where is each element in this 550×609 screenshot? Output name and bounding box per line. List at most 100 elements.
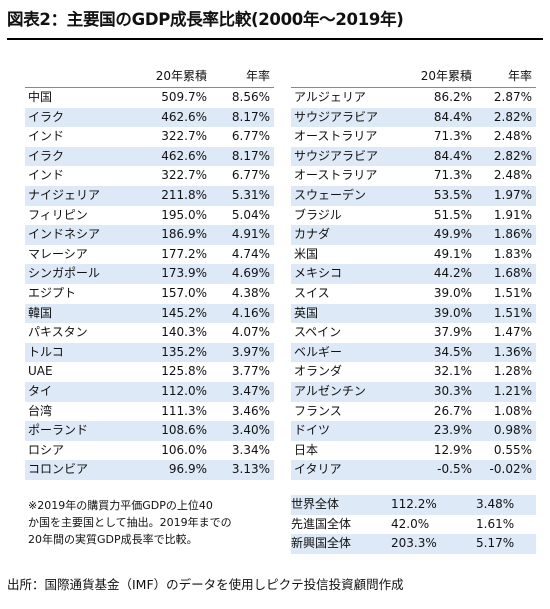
footnote-line: か国を主要国として抽出。2019年までの	[28, 516, 232, 529]
cumulative-value: 135.2%	[120, 342, 211, 363]
country-name: サウジアラビア	[291, 107, 391, 128]
table-row: ベルギー 34.5% 1.36%	[291, 342, 536, 363]
annual-rate: 1.51%	[476, 303, 536, 324]
country-name: スイス	[294, 285, 330, 300]
country-name: パキスタン	[28, 325, 88, 340]
annual-rate: 8.56%	[231, 90, 270, 104]
country-name: マレーシア	[28, 246, 88, 261]
country-name: スペイン	[294, 325, 342, 340]
right-table: 20年累積 年率 アルジェリア 86.2% 2.87% サウジアラビア 84.4% 2.8…	[291, 66, 536, 480]
cumulative-value: 71.3%	[433, 129, 472, 144]
annual-rate: 4.16%	[211, 303, 274, 324]
country-name: オーストラリア	[294, 129, 378, 144]
footnote-line: ※2019年の購買力平価GDPの上位40	[28, 499, 213, 512]
cumulative-value: 173.9%	[120, 264, 211, 284]
country-name: ナイジェリア	[25, 185, 120, 206]
left-table: 20年累積 年率 中国 509.7% 8.56% イラク 462.6% 8.17% インド 3…	[25, 66, 274, 480]
country-name: インド	[28, 129, 65, 144]
cumulative-value: 108.6%	[120, 421, 211, 441]
cumulative-value: 42.0%	[391, 516, 430, 531]
table-row: 台湾 111.3% 3.46%	[25, 402, 274, 422]
header-cumulative: 20年累積	[120, 66, 211, 88]
country-name: 世界全体	[291, 495, 391, 515]
country-name: 日本	[294, 442, 319, 457]
table-row: オランダ 32.1% 1.28%	[291, 362, 536, 382]
cumulative-value: 44.2%	[391, 264, 476, 284]
country-name: イラク	[25, 146, 120, 167]
table-row: コロンビア 96.9% 3.13%	[25, 460, 274, 480]
table-header: 20年累積 年率	[25, 66, 274, 88]
annual-rate: -0.02%	[476, 460, 536, 480]
annual-rate: 1.83%	[493, 246, 532, 261]
cumulative-value: 51.5%	[433, 207, 472, 222]
table-row: タイ 112.0% 3.47%	[25, 381, 274, 402]
cumulative-value: 53.5%	[391, 185, 476, 206]
cumulative-value: 26.7%	[433, 403, 472, 418]
country-name: フィリピン	[28, 207, 88, 222]
table-row: 韓国 145.2% 4.16%	[25, 303, 274, 324]
cumulative-value: 96.9%	[120, 460, 211, 480]
table-header: 20年累積 年率	[291, 66, 536, 88]
table-row: インド 322.7% 6.77%	[25, 166, 274, 186]
table-row: オーストラリア 71.3% 2.48%	[291, 166, 536, 186]
annual-rate: 1.97%	[476, 185, 536, 206]
cumulative-value: 140.3%	[161, 325, 207, 340]
annual-rate: 5.31%	[211, 185, 274, 206]
country-name: アルジェリア	[294, 90, 366, 104]
annual-rate: 1.51%	[493, 285, 532, 300]
country-name: イラク	[25, 107, 120, 128]
cumulative-value: 509.7%	[161, 90, 207, 104]
table-row: サウジアラビア 84.4% 2.82%	[291, 107, 536, 128]
annual-rate: 1.91%	[493, 207, 532, 222]
table-row: メキシコ 44.2% 1.68%	[291, 264, 536, 284]
footnote: ※2019年の購買力平価GDPの上位40 か国を主要国として抽出。2019年まで…	[28, 497, 278, 548]
table-row: スペイン 37.9% 1.47%	[291, 323, 536, 343]
header-blank	[25, 66, 120, 88]
country-name: オーストラリア	[294, 168, 378, 183]
cumulative-value: 12.9%	[433, 442, 472, 457]
country-name: 中国	[28, 90, 53, 104]
annual-rate: 0.98%	[476, 421, 536, 441]
cumulative-value: 145.2%	[120, 303, 211, 324]
table-row: ナイジェリア 211.8% 5.31%	[25, 185, 274, 206]
cumulative-value: 112.2%	[391, 495, 476, 515]
source-note: 出所：国際通貨基金（IMF）のデータを使用しピクテ投信投資顧問作成	[7, 577, 404, 592]
table-row: フランス 26.7% 1.08%	[291, 402, 536, 422]
footnote-line: 20年間の実質GDP成長率で比較。	[28, 533, 198, 546]
cumulative-value: 32.1%	[433, 364, 472, 379]
country-name: シンガポール	[25, 264, 120, 284]
totals-table: 世界全体 112.2% 3.48% 先進国全体 42.0% 1.61% 新興国全体 203.3…	[291, 495, 536, 554]
cumulative-value: 195.0%	[161, 207, 207, 222]
annual-rate: 6.77%	[231, 168, 270, 183]
annual-rate: 1.36%	[476, 342, 536, 363]
annual-rate: 3.13%	[211, 460, 274, 480]
cumulative-value: 71.3%	[433, 168, 472, 183]
annual-rate: 3.40%	[211, 421, 274, 441]
country-name: サウジアラビア	[291, 146, 391, 167]
country-name: イタリア	[291, 460, 391, 480]
cumulative-value: 30.3%	[391, 381, 476, 402]
annual-rate: 8.17%	[211, 107, 274, 128]
table-row: パキスタン 140.3% 4.07%	[25, 323, 274, 343]
table-row: カナダ 49.9% 1.86%	[291, 225, 536, 245]
cumulative-value: 34.5%	[391, 342, 476, 363]
annual-rate: 2.48%	[493, 168, 532, 183]
country-name: ベルギー	[291, 342, 391, 363]
header-annual: 年率	[476, 66, 536, 88]
annual-rate: 6.77%	[231, 129, 270, 144]
cumulative-value: 49.9%	[391, 225, 476, 245]
table-row: サウジアラビア 84.4% 2.82%	[291, 146, 536, 167]
cumulative-value: 86.2%	[433, 90, 472, 104]
country-name: 韓国	[25, 303, 120, 324]
cumulative-value: 23.9%	[391, 421, 476, 441]
annual-rate: 3.97%	[211, 342, 274, 363]
annual-rate: 1.68%	[476, 264, 536, 284]
table-row: UAE 125.8% 3.77%	[25, 362, 274, 382]
annual-rate: 2.87%	[493, 90, 532, 104]
annual-rate: 3.48%	[476, 495, 536, 515]
country-name: 米国	[294, 246, 319, 261]
cumulative-value: 186.9%	[120, 225, 211, 245]
table-row: ポーランド 108.6% 3.40%	[25, 421, 274, 441]
annual-rate: 3.47%	[211, 381, 274, 402]
table-row: スウェーデン 53.5% 1.97%	[291, 185, 536, 206]
